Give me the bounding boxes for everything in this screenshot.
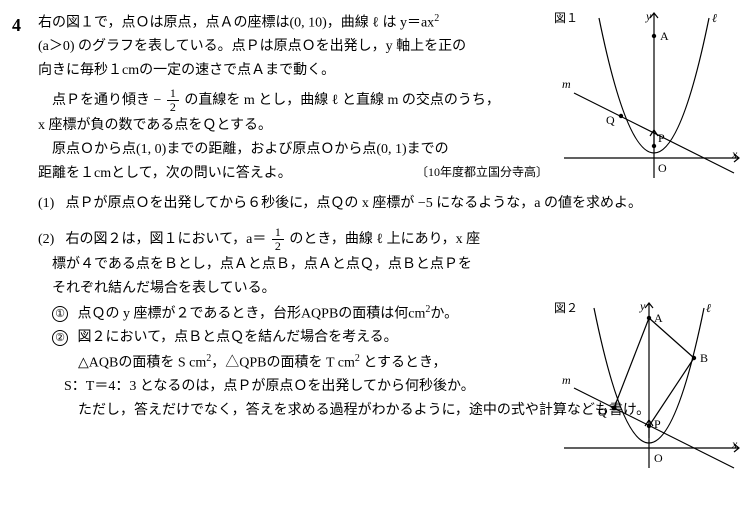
q2-frac-den: 2 — [272, 240, 284, 253]
para3-line1: 原点Ｏから点(1, 0)までの距離，および原点Ｏから点(0, 1)までの — [52, 138, 548, 162]
fig2-m-label: m — [562, 370, 571, 390]
fig1-o-label: O — [658, 158, 667, 178]
fig2-y-label: y — [640, 296, 645, 316]
para3-l2-text: 距離を１cmとして，次の問いに答えよ。 — [38, 166, 292, 181]
fig2-l-label: ℓ — [706, 298, 711, 318]
para1-line2: (a＞0) のグラフを表している。点Ｐは原点Ｏを出発し，y 軸上を正の — [38, 35, 548, 59]
para1-l1-text: 右の図１で，点Ｏは原点，点Ａの座標は(0, 10)，曲線 ℓ は y＝ax — [38, 16, 434, 31]
figure-2: 図２ y ℓ A B m Q P O x — [554, 298, 744, 478]
fig1-svg — [554, 8, 744, 188]
q2-sub2-l2c: とするとき， — [360, 355, 447, 370]
fig2-title: 図２ — [554, 298, 578, 318]
fraction-half-2: 1 2 — [272, 226, 284, 253]
fig1-p-label: P — [658, 128, 665, 148]
q2-pre: 右の図２は，図１において，a＝ — [66, 232, 267, 247]
para2-line1: 点Ｐを通り傾き − 1 2 の直線を m とし，曲線 ℓ と直線 m の交点のう… — [52, 87, 548, 114]
fig2-o-label: O — [654, 448, 663, 468]
q2-sub1-text-b: か。 — [430, 306, 458, 321]
circled-2: ② — [52, 330, 68, 346]
fig2-a-label: A — [654, 308, 663, 328]
para2-pre: 点Ｐを通り傾き − — [52, 93, 161, 108]
fig1-q-label: Q — [606, 110, 615, 130]
q2-sub1-text-a: 点Ｑの y 座標が２であるとき，台形AQPBの面積は何cm — [78, 306, 426, 321]
para3-line2: 距離を１cmとして，次の問いに答えよ。 〔10年度都立国分寺高〕 — [38, 162, 548, 186]
fig1-a-label: A — [660, 26, 669, 46]
q2-sub2-l3: S：T＝4：3 となるのは，点Ｐが原点Ｏを出発してから何秒後か。 — [64, 375, 548, 399]
para2-post: の直線を m とし，曲線 ℓ と直線 m の交点のうち， — [184, 93, 499, 108]
frac1-den: 2 — [167, 101, 179, 114]
q2-line1: (2) 右の図２は，図１において，a＝ 1 2 のとき，曲線 ℓ 上にあり，x … — [38, 226, 548, 253]
source-citation: 〔10年度都立国分寺高〕 — [416, 162, 548, 182]
fig1-x-label: x — [732, 144, 737, 164]
q2-line3: それぞれ結んだ場合を表している。 — [52, 277, 548, 301]
fig1-title: 図１ — [554, 8, 578, 28]
fraction-half-1: 1 2 — [167, 87, 179, 114]
question-2: (2) 右の図２は，図１において，a＝ 1 2 のとき，曲線 ℓ 上にあり，x … — [38, 226, 548, 423]
fig1-y-label: y — [646, 6, 651, 26]
q2-sub2-l1: ② 図２において，点Ｂと点Ｑを結んだ場合を考える。 — [52, 326, 548, 350]
circled-1: ① — [52, 306, 68, 322]
para1-line1: 右の図１で，点Ｏは原点，点Ａの座標は(0, 10)，曲線 ℓ は y＝ax2 — [38, 10, 548, 35]
fig2-x-label: x — [732, 434, 737, 454]
q2-frac-num: 1 — [272, 226, 284, 240]
fig2-b-label: B — [700, 348, 708, 368]
frac1-num: 1 — [167, 87, 179, 101]
q2-post: のとき，曲線 ℓ 上にあり，x 座 — [289, 232, 480, 247]
figure-1: 図１ y ℓ A m Q P O x — [554, 8, 744, 188]
fig2-p-label: P — [654, 414, 661, 434]
para1-line3: 向きに毎秒１cmの一定の速さで点Ａまで動く。 — [38, 59, 548, 83]
fig2-q-label: Q — [598, 402, 607, 422]
q1-label: (1) — [38, 192, 62, 216]
para2-line2: x 座標が負の数である点をＱとする。 — [38, 114, 548, 138]
question-1: (1) 点Ｐが原点Ｏを出発してから６秒後に，点Ｑの x 座標が −5 になるよう… — [38, 192, 740, 216]
q2-sub2-l1-text: 図２において，点Ｂと点Ｑを結んだ場合を考える。 — [78, 330, 398, 345]
problem-body: 右の図１で，点Ｏは原点，点Ａの座標は(0, 10)，曲線 ℓ は y＝ax2 (… — [38, 10, 548, 423]
q2-sub2-l2a: △AQBの面積を S cm — [78, 355, 206, 370]
q1-text: 点Ｐが原点Ｏを出発してから６秒後に，点Ｑの x 座標が −5 になるような，a … — [66, 196, 643, 211]
q2-sub2-l2: △AQBの面積を S cm2，△QPBの面積を T cm2 とするとき， — [78, 350, 548, 375]
q2-sub2-l2b: ，△QPBの面積を T cm — [211, 355, 355, 370]
fig1-m-label: m — [562, 74, 571, 94]
q2-label: (2) — [38, 228, 62, 252]
q2-line2: 標が４である点をＢとし，点Ａと点Ｂ，点Ａと点Ｑ，点Ｂと点Ｐを — [52, 253, 548, 277]
fig2-svg — [554, 298, 744, 478]
problem-number: 4 — [12, 10, 21, 41]
q2-sub1: ① 点Ｑの y 座標が２であるとき，台形AQPBの面積は何cm2か。 — [52, 301, 548, 326]
superscript-2a: 2 — [434, 13, 439, 24]
fig1-l-label: ℓ — [712, 8, 717, 28]
